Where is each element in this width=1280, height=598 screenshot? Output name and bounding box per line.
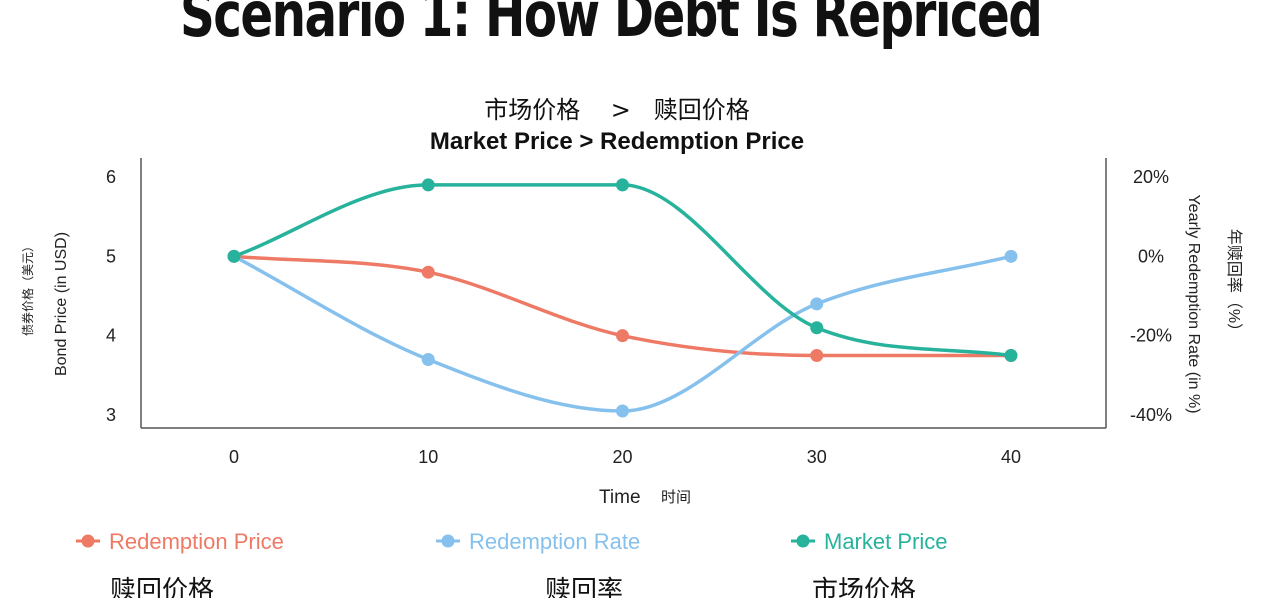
redemption-rate-point [421, 352, 435, 366]
market-price-point [1004, 349, 1018, 362]
legend-label: Redemption Rate [469, 529, 640, 554]
y-axis-label-cn: 债券价格（美元） [20, 240, 35, 336]
redemption-rate-point [616, 404, 629, 418]
y-axis-label: Bond Price (in USD) [53, 232, 70, 376]
axes [140, 158, 1107, 429]
x-tick-label: 10 [418, 447, 438, 467]
market-price-point [810, 321, 824, 335]
legend-item-redemption-rate: Redemption Rate [436, 529, 640, 554]
y2-tick-label: 0% [1138, 246, 1164, 266]
caption-redemption-price: 赎回价格 [110, 576, 215, 598]
caption-redemption-rate: 赎回率 [545, 576, 624, 598]
y2-axis-label: Yearly Redemption Rate (in %) [1185, 194, 1202, 413]
legend-label: Redemption Price [109, 529, 284, 554]
market-price-point [227, 249, 241, 263]
legend-label: Market Price [824, 529, 947, 554]
redemption-rate-point [1004, 249, 1018, 263]
legend-item-market-price: Market Price [791, 529, 947, 554]
legend: Redemption Price Redemption Rate Market Pr… [76, 529, 947, 554]
x-axis-label: Time [599, 487, 641, 508]
legend-swatch-dot [796, 534, 810, 548]
x-tick-label: 0 [229, 447, 239, 467]
caption-market-price: 市场价格 [812, 576, 917, 598]
y2-tick-label: -40% [1130, 405, 1172, 425]
series-market-price [227, 178, 1018, 362]
y2-tick-label: 20% [1133, 167, 1169, 187]
y2-tick-labels: -40% -20% 0% 20% [1130, 167, 1172, 425]
redemption-price-point [616, 329, 629, 343]
market-price-point [616, 178, 629, 192]
y-tick-label: 3 [106, 405, 116, 425]
y2-tick-label: -20% [1130, 326, 1172, 346]
chart-title: Market Price > Redemption Price [429, 128, 805, 155]
x-tick-label: 40 [1001, 447, 1021, 467]
redemption-price-point [421, 265, 435, 279]
series-redemption-rate [227, 249, 1018, 418]
y2-axis-label-cn: 年赎回率（%） [1225, 229, 1243, 339]
x-axis-label-cn: 时间 [661, 488, 691, 506]
y-tick-label: 4 [106, 326, 116, 346]
series [227, 178, 1018, 418]
x-tick-labels: 0 10 20 30 40 [229, 447, 1021, 467]
slide-title: Scenario 1: How Debt Is Repriced [180, 0, 1043, 51]
legend-swatch-dot [441, 534, 455, 548]
legend-swatch-dot [81, 534, 95, 548]
x-tick-label: 20 [612, 447, 632, 467]
redemption-price-point [810, 349, 824, 362]
redemption-rate-point [810, 297, 824, 311]
y-tick-label: 5 [106, 246, 116, 266]
y-tick-labels: 3 4 5 6 [106, 167, 116, 425]
legend-item-redemption-price: Redemption Price [76, 529, 284, 554]
chart-title-cn: 市场价格 > 赎回价格 [484, 96, 750, 124]
x-tick-label: 30 [807, 447, 827, 467]
y-tick-label: 6 [106, 167, 116, 187]
market-price-point [421, 178, 435, 192]
